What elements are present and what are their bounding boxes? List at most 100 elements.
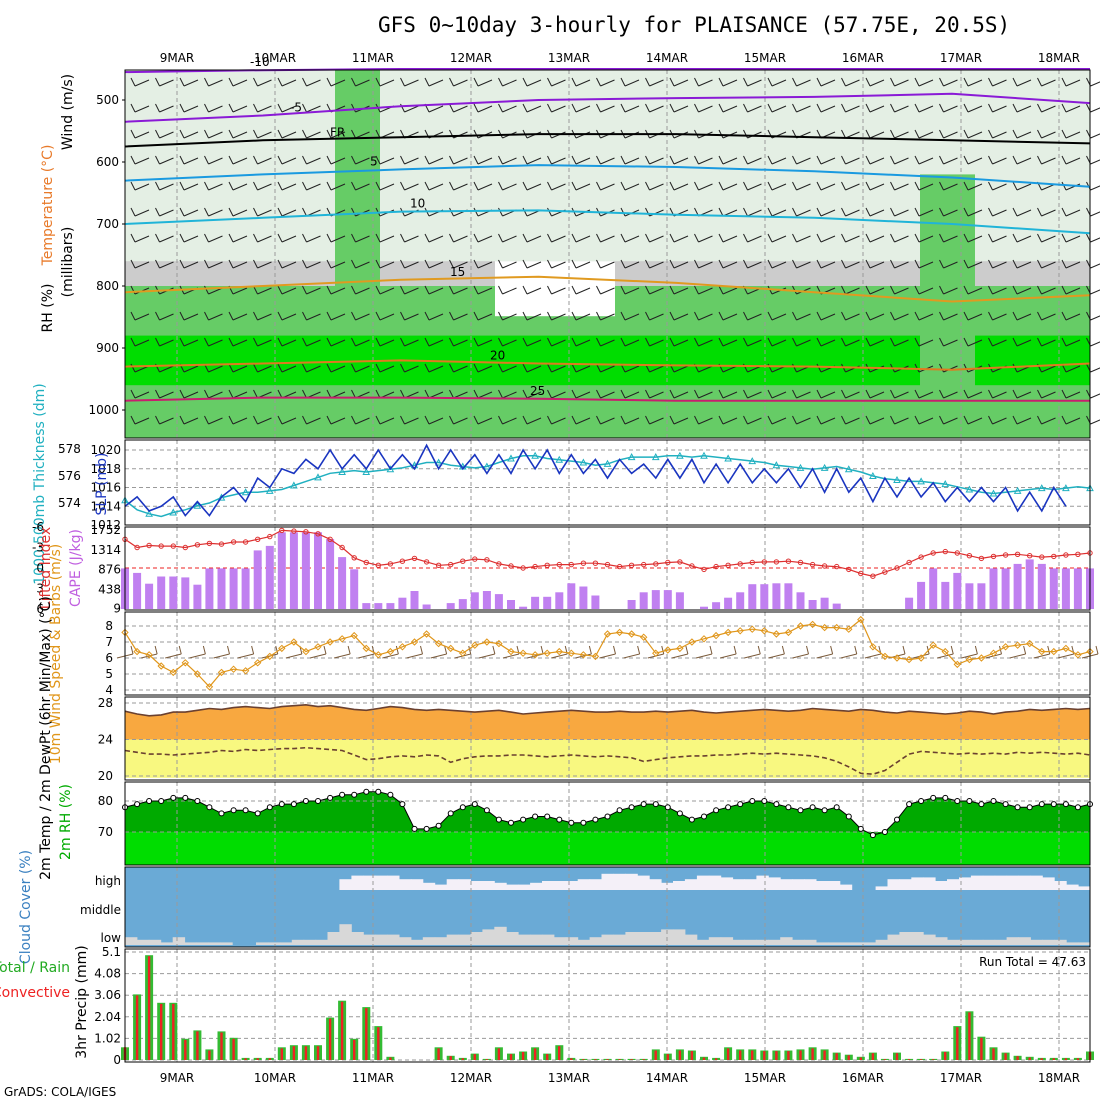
cloud-low-bar [935, 937, 948, 945]
rh-marker [809, 804, 816, 811]
wind-barb [571, 389, 591, 399]
wind-barb [865, 155, 885, 165]
wind-barb [718, 285, 738, 295]
wind-barb [669, 77, 689, 87]
wind-barb [498, 337, 517, 347]
li-marker [182, 544, 189, 551]
wind-barb [645, 77, 664, 87]
precip-conv-bar [907, 1059, 911, 1060]
cape-ytick: 438 [98, 582, 121, 596]
wind10m-marker [591, 652, 600, 661]
precip-conv-bar [533, 1048, 537, 1060]
li-marker [255, 536, 261, 542]
wind10m-barb [189, 645, 206, 659]
wind-barb [841, 337, 860, 347]
cloud-low-bar [863, 942, 876, 945]
wind-barb [277, 155, 297, 165]
precip-conv-bar [823, 1050, 826, 1060]
wind-barb [155, 207, 174, 217]
wind-barb [963, 259, 983, 269]
cloud-high-bar [661, 882, 674, 890]
wind-barb [669, 415, 689, 425]
rh-marker [652, 801, 659, 808]
wind10m-marker [736, 627, 744, 635]
wind-barb [1061, 129, 1081, 139]
wind-barb [326, 337, 346, 347]
cloud-high-bar [399, 879, 412, 890]
wind10m-marker [157, 662, 165, 670]
thickness-marker [579, 458, 588, 466]
li-marker [809, 561, 816, 568]
top-date-label: 16MAR [842, 51, 884, 65]
precip-conv-bar [968, 1012, 971, 1060]
wind-barb [449, 415, 468, 425]
cloud-low-bar [732, 939, 745, 945]
wind-barb [890, 311, 909, 321]
wind-barb [1037, 311, 1056, 321]
wind10m-marker [410, 638, 419, 646]
wind-barb [253, 259, 272, 269]
wind-barb [620, 415, 640, 425]
temp-area [125, 704, 1090, 740]
thickness-marker [796, 463, 805, 471]
wind10m-marker [688, 638, 696, 646]
wind-barb [400, 337, 419, 347]
precip-conv-bar [232, 1038, 235, 1060]
rh-marker [218, 810, 225, 817]
wind-barb [155, 337, 174, 347]
top-date-label: 10MAR [254, 51, 296, 65]
wind-barb [816, 389, 836, 399]
cape-bar [663, 590, 672, 609]
wind-barb [645, 415, 664, 425]
cloud-low-bar [434, 937, 448, 945]
wind10m-marker [965, 655, 974, 664]
cloud-high-bar [792, 879, 805, 890]
cloud-ytick: middle [80, 903, 121, 917]
li-marker [158, 543, 164, 549]
cloud-low-bar [744, 939, 757, 945]
precip-conv-bar [1052, 1058, 1055, 1060]
wind-barb [253, 155, 272, 165]
cloud-low-bar [542, 934, 555, 945]
precip-conv-bar [883, 1059, 887, 1060]
li-marker [170, 543, 177, 549]
cloud-high-bar [363, 875, 376, 890]
precip-run-total: Run Total = 47.63 [979, 955, 1086, 969]
rh-marker [869, 832, 876, 839]
cloud-low-bar [982, 939, 996, 945]
li-marker [423, 559, 430, 565]
wind-barb [718, 311, 738, 321]
rh-marker [302, 798, 309, 804]
wind-barb [620, 389, 640, 399]
rh-marker [363, 788, 370, 795]
wind-barb [571, 415, 591, 425]
cloud-low-bar [160, 942, 174, 945]
wind-barb [669, 285, 689, 295]
cloud-low-bar [851, 942, 865, 945]
wind-barb [645, 233, 664, 243]
rh-dry-patch [495, 261, 615, 317]
rh-marker [315, 798, 321, 804]
slp-line [124, 443, 1067, 517]
rh-marker [544, 813, 551, 820]
precip-conv-bar [389, 1057, 392, 1060]
cape-bar [314, 532, 322, 609]
precip-conv-bar [739, 1050, 742, 1060]
wind-barb [277, 181, 297, 191]
wind-barb [841, 207, 860, 217]
cape-bar [205, 568, 214, 609]
wind-barb [302, 233, 321, 243]
precip-ytick: 2.04 [94, 1010, 121, 1024]
wind-barb [596, 259, 615, 269]
wind-barb [351, 311, 370, 321]
wind-barb [179, 181, 199, 191]
wind-barb [522, 415, 542, 425]
wind-barb [449, 337, 468, 347]
cloud-low-bar [530, 934, 543, 945]
wind-barb [914, 233, 934, 243]
wind-barb [988, 311, 1007, 321]
wind-barb [743, 389, 762, 399]
cloud-low-bar [923, 934, 936, 945]
cloud-high-bar [756, 875, 769, 890]
